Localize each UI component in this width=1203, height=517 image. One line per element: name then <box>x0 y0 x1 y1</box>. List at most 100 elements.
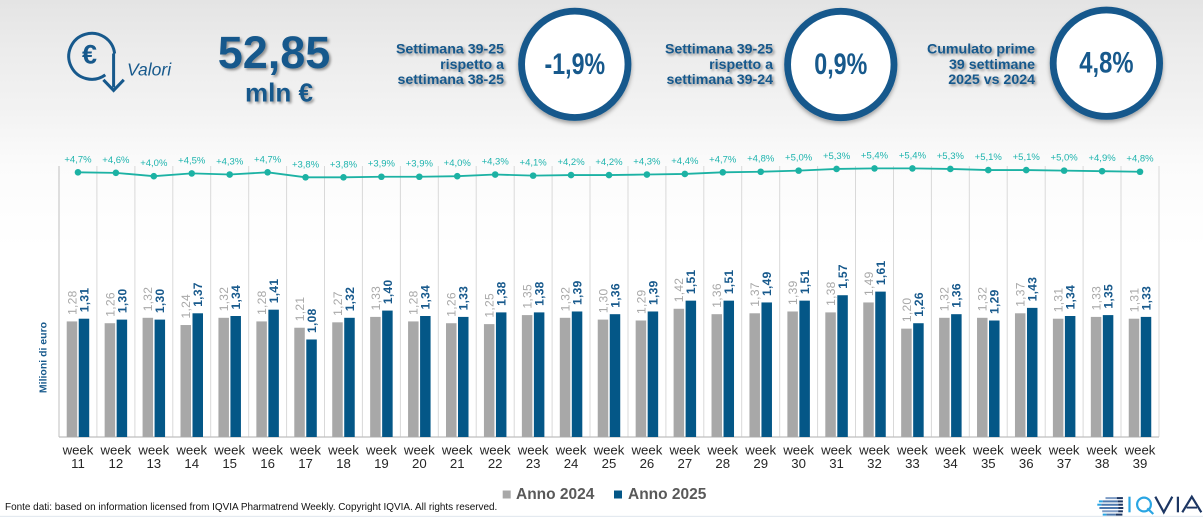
svg-text:26: 26 <box>640 456 655 471</box>
svg-text:week: week <box>858 443 890 458</box>
svg-text:1,28: 1,28 <box>65 290 79 315</box>
svg-text:1,34: 1,34 <box>419 285 433 310</box>
svg-text:1,33: 1,33 <box>369 286 383 311</box>
svg-text:mln €: mln € <box>245 77 313 107</box>
svg-text:week: week <box>327 443 359 458</box>
svg-text:1,35: 1,35 <box>521 284 535 309</box>
svg-text:settimana 38-25: settimana 38-25 <box>398 72 505 88</box>
svg-text:+4,1%: +4,1% <box>520 158 548 169</box>
svg-text:+5,4%: +5,4% <box>899 150 927 161</box>
svg-text:33: 33 <box>905 456 920 471</box>
svg-text:+4,7%: +4,7% <box>709 154 737 165</box>
svg-text:1,28: 1,28 <box>255 290 269 315</box>
svg-text:1,36: 1,36 <box>950 283 964 308</box>
svg-text:1,32: 1,32 <box>217 287 231 312</box>
svg-text:16: 16 <box>260 456 275 471</box>
svg-text:1,39: 1,39 <box>786 280 800 305</box>
svg-text:1,32: 1,32 <box>343 287 357 312</box>
svg-text:+4,6%: +4,6% <box>102 155 130 166</box>
svg-text:1,34: 1,34 <box>229 285 243 310</box>
svg-text:24: 24 <box>564 456 579 471</box>
svg-text:37: 37 <box>1057 456 1072 471</box>
svg-text:1,43: 1,43 <box>1026 277 1040 302</box>
svg-text:week: week <box>972 443 1004 458</box>
svg-text:1,37: 1,37 <box>1014 282 1028 307</box>
svg-text:1,26: 1,26 <box>445 292 459 317</box>
svg-text:week: week <box>593 443 625 458</box>
svg-text:1,26: 1,26 <box>103 292 117 317</box>
svg-text:1,20: 1,20 <box>900 298 914 323</box>
svg-text:1,31: 1,31 <box>1127 288 1141 313</box>
svg-text:1,33: 1,33 <box>1139 286 1153 311</box>
svg-text:1,41: 1,41 <box>267 279 281 304</box>
svg-text:1,33: 1,33 <box>457 286 471 311</box>
svg-text:+4,4%: +4,4% <box>671 156 699 167</box>
svg-text:1,57: 1,57 <box>836 264 850 289</box>
svg-text:week: week <box>668 443 700 458</box>
svg-text:+3,9%: +3,9% <box>368 159 396 170</box>
svg-text:1,31: 1,31 <box>77 288 91 313</box>
svg-text:1,36: 1,36 <box>608 283 622 308</box>
svg-text:11: 11 <box>71 456 85 471</box>
svg-text:+4,2%: +4,2% <box>557 157 585 168</box>
svg-text:1,51: 1,51 <box>798 270 812 295</box>
svg-text:13: 13 <box>146 456 161 471</box>
svg-text:+3,8%: +3,8% <box>330 159 358 170</box>
svg-text:19: 19 <box>374 456 389 471</box>
svg-text:week: week <box>820 443 852 458</box>
svg-text:+3,9%: +3,9% <box>406 159 434 170</box>
svg-text:+5,3%: +5,3% <box>823 151 851 162</box>
svg-text:week: week <box>289 443 321 458</box>
svg-text:34: 34 <box>943 456 958 471</box>
svg-text:1,33: 1,33 <box>1089 286 1103 311</box>
svg-text:week: week <box>782 443 814 458</box>
svg-text:1,51: 1,51 <box>684 270 698 295</box>
svg-text:20: 20 <box>412 456 427 471</box>
svg-text:31: 31 <box>829 456 844 471</box>
svg-text:+4,9%: +4,9% <box>1088 153 1116 164</box>
svg-text:1,39: 1,39 <box>570 280 584 305</box>
svg-text:0,9%: 0,9% <box>814 48 867 81</box>
svg-text:18: 18 <box>336 456 351 471</box>
svg-text:17: 17 <box>298 456 313 471</box>
svg-text:week: week <box>934 443 966 458</box>
svg-text:+4,8%: +4,8% <box>747 154 775 165</box>
svg-text:27: 27 <box>678 456 693 471</box>
svg-text:week: week <box>479 443 511 458</box>
svg-text:29: 29 <box>753 456 768 471</box>
svg-text:week: week <box>1086 443 1118 458</box>
svg-text:28: 28 <box>715 456 730 471</box>
svg-text:+5,1%: +5,1% <box>1013 152 1041 163</box>
svg-text:Settimana 39-25: Settimana 39-25 <box>665 42 773 58</box>
svg-text:+5,0%: +5,0% <box>785 153 813 164</box>
svg-text:23: 23 <box>526 456 541 471</box>
svg-text:21: 21 <box>450 456 465 471</box>
svg-text:1,37: 1,37 <box>748 282 762 307</box>
svg-text:1,49: 1,49 <box>760 271 774 296</box>
svg-text:2025 vs 2024: 2025 vs 2024 <box>948 72 1035 88</box>
svg-text:week: week <box>175 443 207 458</box>
svg-text:Fonte dati: based on informati: Fonte dati: based on information license… <box>5 502 497 513</box>
svg-text:1,27: 1,27 <box>331 291 345 316</box>
svg-text:1,37: 1,37 <box>191 282 205 307</box>
svg-text:week: week <box>251 443 283 458</box>
svg-text:+4,0%: +4,0% <box>140 158 168 169</box>
svg-text:14: 14 <box>184 456 199 471</box>
svg-text:week: week <box>744 443 776 458</box>
svg-text:settimana 39-24: settimana 39-24 <box>667 72 774 88</box>
svg-text:week: week <box>1124 443 1156 458</box>
svg-text:1,21: 1,21 <box>293 297 307 322</box>
svg-text:12: 12 <box>109 456 124 471</box>
svg-text:Valori: Valori <box>127 60 172 80</box>
svg-text:1,38: 1,38 <box>533 281 547 306</box>
svg-text:1,28: 1,28 <box>407 290 421 315</box>
svg-text:1,36: 1,36 <box>710 283 724 308</box>
svg-text:week: week <box>1010 443 1042 458</box>
svg-text:Settimana 39-25: Settimana 39-25 <box>396 42 504 58</box>
svg-text:week: week <box>213 443 245 458</box>
svg-text:1,31: 1,31 <box>1052 288 1066 313</box>
svg-text:+4,5%: +4,5% <box>178 155 206 166</box>
svg-text:1,32: 1,32 <box>938 287 952 312</box>
svg-text:38: 38 <box>1095 456 1110 471</box>
svg-text:week: week <box>62 443 94 458</box>
